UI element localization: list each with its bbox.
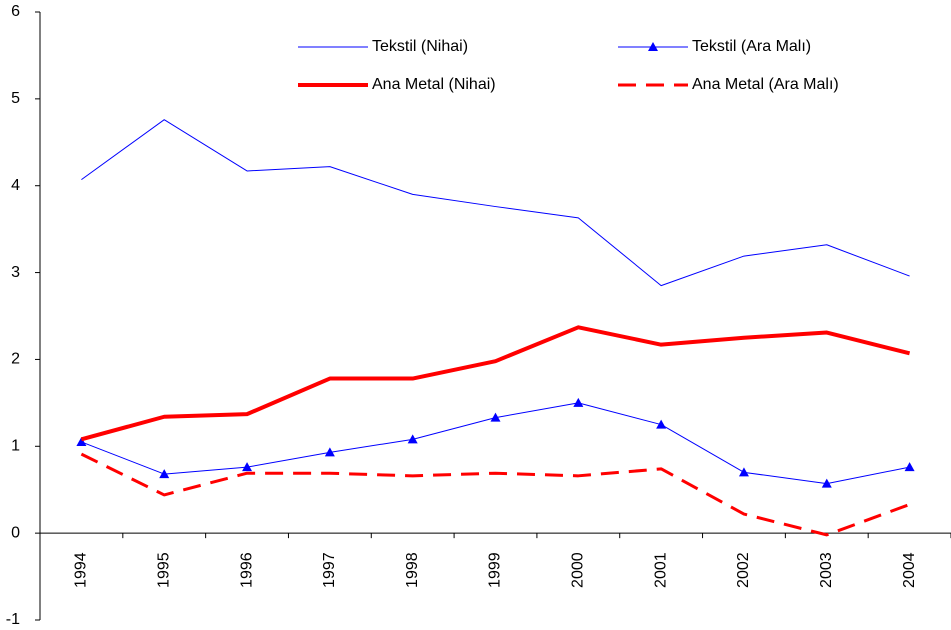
series-line [80,325,911,442]
y-tick-label: 2 [11,351,20,368]
marker [159,469,170,479]
y-tick-label: 0 [11,524,20,541]
marker [656,419,667,429]
y-tick-label: 6 [11,3,20,20]
x-tick-label: 1994 [73,552,90,588]
marker [738,467,749,477]
y-tick-label: 1 [11,438,20,455]
marker [490,412,501,422]
marker [407,434,418,444]
legend-marker [648,42,658,51]
x-tick-label: 2001 [652,552,669,588]
x-tick-label: 1999 [487,552,504,588]
x-tick-label: 1997 [321,552,338,588]
marker [904,462,915,472]
series-line [81,119,910,287]
x-tick-label: 1998 [404,552,421,588]
y-tick-label: 3 [11,264,20,281]
x-tick-label: 2000 [570,552,587,588]
marker [76,436,87,446]
legend-label: Tekstil (Ara Malı) [692,38,811,55]
y-tick-label: 4 [11,177,20,194]
series-line [80,452,911,537]
legend-label: Ana Metal (Nihai) [372,76,496,93]
legend-label: Ana Metal (Ara Malı) [692,76,839,93]
marker [242,462,253,472]
x-tick-label: 2003 [818,552,835,588]
marker [821,478,832,488]
legend-label: Tekstil (Nihai) [372,38,468,55]
x-tick-label: 1996 [238,552,255,588]
x-tick-label: 1995 [155,552,172,588]
y-tick-label: 5 [11,90,20,107]
marker [324,447,335,457]
x-tick-label: 2002 [735,552,752,588]
x-tick-label: 2004 [901,552,918,588]
y-tick-label: -1 [6,611,20,628]
marker [573,397,584,407]
